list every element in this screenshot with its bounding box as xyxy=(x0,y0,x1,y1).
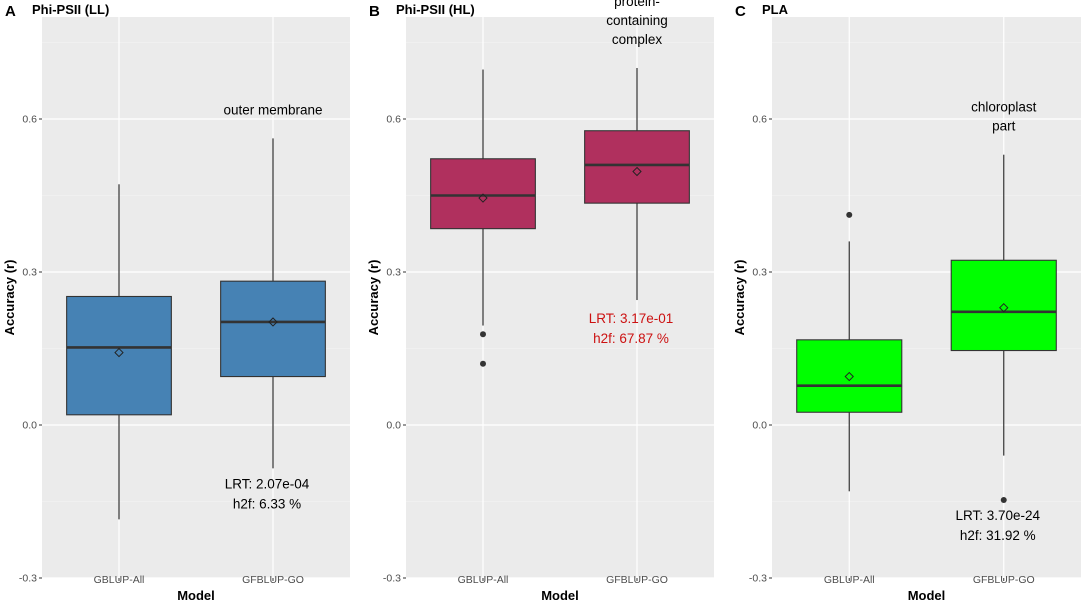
mean-marker xyxy=(844,371,854,382)
x-tick-label: GBLUP-All xyxy=(458,574,509,586)
panel-letter: B xyxy=(369,3,380,20)
lrt-label: LRT: 2.07e-04 xyxy=(225,476,310,491)
mean-marker xyxy=(632,166,642,177)
y-tick-label: -0.3 xyxy=(383,573,401,585)
outlier-point xyxy=(1000,496,1007,503)
box-iqr xyxy=(796,339,903,413)
x-tick-label: GFBLUP-GO xyxy=(242,574,304,586)
y-tick-label: 0.6 xyxy=(22,114,37,126)
box-gfblup-go xyxy=(950,154,1057,503)
panel-title: Phi-PSII (HL) xyxy=(396,2,475,17)
y-tick-label: 0.3 xyxy=(752,267,767,279)
box-gblup-all xyxy=(430,69,536,367)
panel-a: -0.3 0.0 0.3 0.6 GBLUP-All GFBLUP-GO Model Accu… xyxy=(2,2,350,602)
box-iqr xyxy=(220,280,326,378)
y-tick-label: 0.0 xyxy=(22,420,37,432)
outlier-point xyxy=(480,360,486,367)
y-tick-label: -0.3 xyxy=(19,573,37,585)
go-term-label: outer membrane xyxy=(223,102,322,117)
y-tick-label: -0.3 xyxy=(749,573,767,585)
mean-marker xyxy=(999,302,1009,313)
x-tick-label: GBLUP-All xyxy=(824,574,875,586)
x-tick-label: GFBLUP-GO xyxy=(606,574,668,586)
panel-c: -0.3 0.0 0.3 0.6 GBLUP-All GFBLUP-GO Model Accu… xyxy=(732,2,1081,602)
mean-marker xyxy=(114,347,124,358)
y-tick-label: 0.0 xyxy=(386,420,401,432)
go-term-label: chloroplast xyxy=(971,100,1037,115)
y-axis-title: Accuracy (r) xyxy=(2,260,17,336)
box-iqr xyxy=(950,259,1057,352)
go-term-label: complex xyxy=(612,32,663,47)
plot-background xyxy=(406,17,714,578)
x-tick-label: GFBLUP-GO xyxy=(973,574,1035,586)
y-tick-label: 0.3 xyxy=(22,267,37,279)
y-axis-title: Accuracy (r) xyxy=(732,260,747,336)
mean-marker xyxy=(268,317,278,327)
box-gblup-all xyxy=(796,211,903,492)
box-gblup-all xyxy=(66,184,172,520)
outlier-point xyxy=(480,331,486,338)
panel-b: -0.3 0.0 0.3 0.6 GBLUP-All GFBLUP-GO Model Accu… xyxy=(366,0,714,602)
panel-letter: A xyxy=(5,3,16,20)
y-axis-title: Accuracy (r) xyxy=(366,260,381,336)
y-tick-label: 0.0 xyxy=(752,420,767,432)
h2f-label: h2f: 31.92 % xyxy=(960,528,1036,543)
y-tick-label: 0.3 xyxy=(386,267,401,279)
box-gfblup-go xyxy=(220,138,326,469)
h2f-label: h2f: 67.87 % xyxy=(593,331,669,346)
box-gfblup-go xyxy=(584,68,690,301)
panel-title: PLA xyxy=(762,2,789,17)
panel-title: Phi-PSII (LL) xyxy=(32,2,109,17)
h2f-label: h2f: 6.33 % xyxy=(233,496,301,511)
x-axis-title: Model xyxy=(177,588,215,602)
x-axis-title: Model xyxy=(908,588,946,602)
go-term-label: protein- xyxy=(614,0,660,9)
go-term-label: part xyxy=(992,119,1016,134)
y-tick-label: 0.6 xyxy=(752,114,767,126)
x-tick-label: GBLUP-All xyxy=(94,574,145,586)
box-iqr xyxy=(66,295,172,416)
x-axis-title: Model xyxy=(541,588,579,602)
lrt-label: LRT: 3.17e-01 xyxy=(589,311,674,326)
outlier-point xyxy=(846,211,853,218)
y-tick-label: 0.6 xyxy=(386,114,401,126)
panel-letter: C xyxy=(735,3,746,20)
mean-marker xyxy=(478,193,488,203)
lrt-label: LRT: 3.70e-24 xyxy=(955,508,1040,523)
go-term-label: containing xyxy=(606,13,668,28)
